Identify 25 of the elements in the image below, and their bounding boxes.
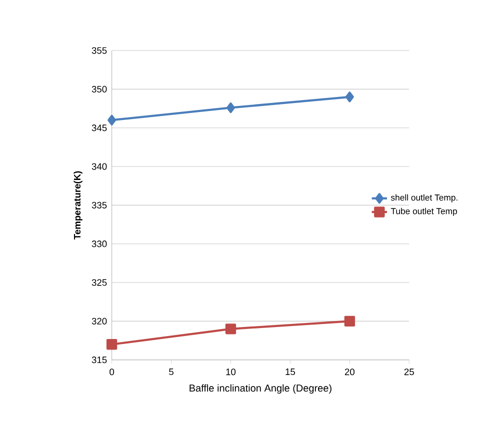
point <box>226 102 236 114</box>
legend-label: shell outlet Temp. <box>390 194 458 202</box>
x-tick-label: 25 <box>404 368 414 376</box>
x-tick-label: 20 <box>344 368 354 376</box>
point <box>345 92 354 102</box>
legend-label: Tube outlet Temp <box>390 208 457 216</box>
y-tick-label: 330 <box>92 240 107 248</box>
y-tick-label: 320 <box>92 318 107 324</box>
x-tick-label: 10 <box>226 368 236 376</box>
y-tick-label: 340 <box>92 163 107 170</box>
point <box>108 114 116 126</box>
y-tick-label: 335 <box>92 202 107 208</box>
x-tick-label: 0 <box>110 368 114 376</box>
y-tick-label: 345 <box>92 124 107 132</box>
y-tick-label: 325 <box>92 279 107 286</box>
x-tick-label: 5 <box>169 368 174 376</box>
point <box>106 339 118 350</box>
y-axis-title: Temperature(K) <box>74 171 82 240</box>
y-tick-label: 350 <box>92 86 107 92</box>
x-axis-title: Baffle inclination Angle (Degree) <box>190 384 332 394</box>
point <box>225 324 236 334</box>
y-tick-label: 355 <box>92 47 107 54</box>
x-tick-label: 15 <box>286 368 295 376</box>
y-tick-label: 315 <box>92 356 107 364</box>
point <box>344 316 356 327</box>
